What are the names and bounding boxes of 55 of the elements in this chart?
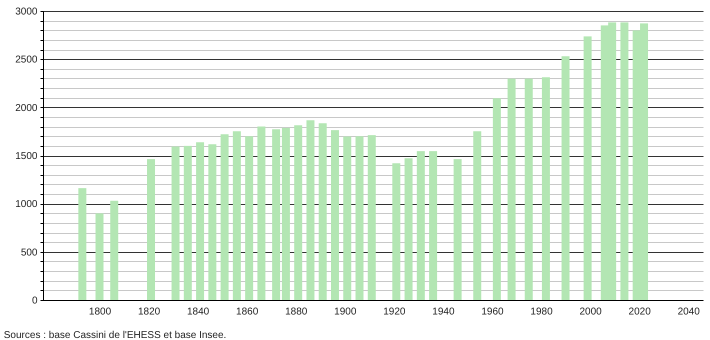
bar (492, 98, 501, 300)
x-tick-label: 1880 (285, 306, 308, 318)
x-tick-label: 2000 (579, 306, 602, 318)
bar (620, 22, 628, 300)
bar (416, 151, 425, 300)
bar (356, 136, 364, 300)
bar (562, 56, 570, 300)
bar (245, 136, 254, 300)
y-tick-label: 3000 (15, 6, 38, 18)
bar (110, 200, 118, 300)
bar (473, 131, 482, 300)
bar (343, 136, 352, 300)
source-note: Sources : base Cassini de l'EHESS et base Insee. (4, 330, 226, 340)
bar (454, 159, 462, 300)
bar (78, 188, 86, 300)
x-tick-label: 1860 (236, 306, 259, 318)
x-tick-label: 1800 (88, 306, 112, 318)
bar (392, 163, 400, 300)
x-tick-label: 1820 (138, 306, 161, 318)
bar (232, 131, 241, 300)
y-tick-label: 2500 (15, 54, 38, 66)
bar (542, 77, 550, 300)
bar (282, 128, 290, 300)
bar (196, 142, 204, 300)
bar (147, 159, 156, 300)
bar (318, 123, 327, 300)
bar (584, 36, 592, 300)
bar (294, 125, 302, 300)
y-tick-label: 1500 (15, 151, 38, 162)
bar (272, 129, 280, 300)
bar (368, 135, 376, 300)
x-tick-label: 1900 (334, 306, 357, 318)
x-tick-label: 2020 (628, 306, 652, 318)
bar (96, 213, 104, 300)
bar (429, 151, 438, 300)
x-tick-label: 1940 (432, 306, 455, 318)
bar (508, 78, 516, 300)
x-tick-label: 2040 (678, 306, 700, 318)
y-tick-label: 500 (20, 247, 38, 258)
x-tick-label: 1840 (187, 306, 210, 318)
bar (172, 146, 180, 300)
bar (257, 126, 266, 300)
bar (306, 120, 314, 300)
bar (524, 78, 533, 300)
bar (330, 130, 339, 300)
bar (208, 144, 216, 300)
y-tick-label: 1000 (15, 199, 38, 210)
y-tick-label: 0 (32, 296, 38, 306)
bar (404, 158, 413, 300)
y-tick-label: 2000 (15, 102, 38, 114)
x-tick-label: 1920 (383, 306, 406, 318)
x-tick-label: 1960 (481, 306, 504, 318)
bar (220, 134, 229, 300)
bar (184, 146, 192, 300)
x-tick-label: 1980 (530, 306, 554, 318)
